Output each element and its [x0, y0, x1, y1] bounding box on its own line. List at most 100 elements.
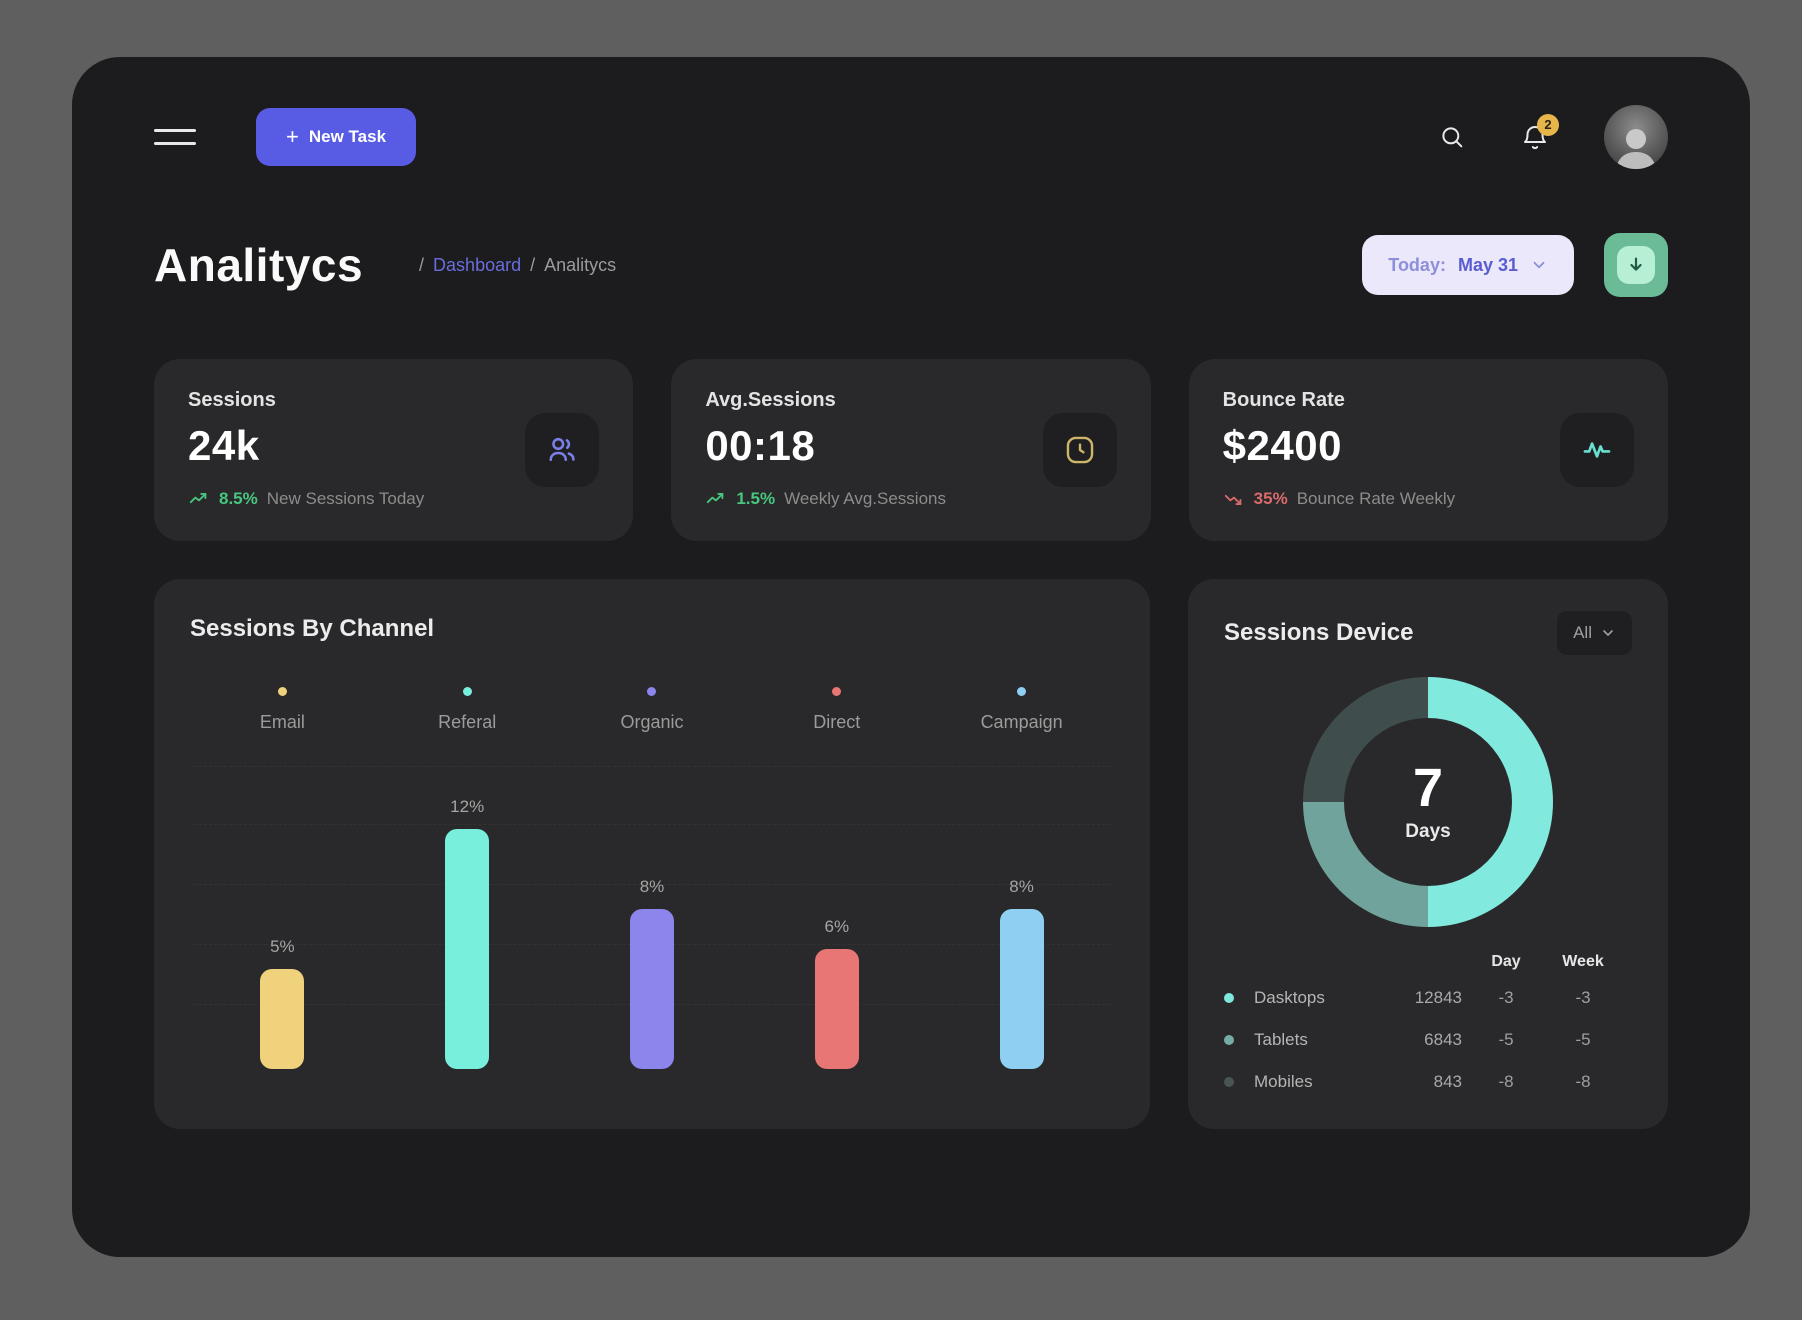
donut-center: 7 Days [1344, 718, 1512, 886]
page-title: Analitycs [154, 239, 364, 291]
page-header: Analitycs / Dashboard / Analitycs Today:… [154, 233, 1668, 297]
breadcrumb-current: Analitycs [544, 254, 617, 275]
stat-note: Weekly Avg.Sessions [784, 489, 946, 508]
device-table: Day Week Dasktops 12843 -3 -3 Tablets 6843 -5 -… [1224, 947, 1632, 1103]
search-icon[interactable] [1438, 123, 1466, 151]
device-filter-dropdown[interactable]: All [1557, 611, 1632, 655]
donut-center-label: Days [1405, 821, 1451, 842]
clock-icon [1042, 413, 1117, 487]
device-name: Tablets [1254, 1030, 1308, 1049]
device-sessions-value: 843 [1433, 1072, 1462, 1091]
dashboard-window: + New Task 2 Analitycs / Dashboard / Ana… [72, 57, 1750, 1257]
device-day-change: -5 [1498, 1030, 1514, 1049]
legend-dot-email [277, 687, 287, 696]
stat-footer: 35% Bounce Rate Weekly [1223, 488, 1634, 510]
stat-percent: 8.5% [219, 489, 258, 508]
bar-zone: 6% [814, 739, 859, 1069]
device-table-header-day: Day [1491, 953, 1521, 970]
top-right-actions: 2 [1438, 105, 1668, 169]
device-table-row-tablets: Tablets 6843 -5 -5 [1224, 1019, 1632, 1061]
stat-card-avg-sessions: Avg.Sessions 00:18 1.5% Weekly Avg.Sessions [671, 359, 1151, 541]
device-donut-chart: 7 Days [1303, 677, 1553, 927]
bar-value-label: 12% [450, 797, 485, 816]
bar-value-label: 8% [1009, 877, 1034, 896]
stat-footer: 8.5% New Sessions Today [188, 488, 599, 510]
legend-label-referal[interactable]: Referal [438, 712, 497, 732]
stats-row: Sessions 24k 8.5% New Sessions Today Avg.Ses… [154, 359, 1668, 541]
legend-dot-organic [647, 687, 657, 696]
device-name: Mobiles [1254, 1072, 1313, 1091]
trend-up-icon [705, 488, 727, 510]
bar-column-email: Email 5% [190, 687, 375, 1069]
device-dot [1224, 1035, 1234, 1045]
stat-card-sessions: Sessions 24k 8.5% New Sessions Today [154, 359, 634, 541]
device-week-change: -3 [1575, 988, 1591, 1007]
date-filter-value: May 31 [1457, 254, 1518, 275]
download-button[interactable] [1604, 233, 1668, 297]
legend-label-organic[interactable]: Organic [620, 712, 684, 732]
sessions-by-channel-panel: Sessions By Channel Email 5% Referal 12% Org… [154, 579, 1150, 1129]
legend-label-direct[interactable]: Direct [813, 712, 861, 732]
breadcrumb: / Dashboard / Analitycs [419, 255, 616, 276]
notification-badge: 2 [1537, 114, 1559, 136]
bar-value-label: 8% [639, 877, 665, 896]
notification-bell-icon[interactable]: 2 [1520, 114, 1559, 152]
trend-up-icon [188, 488, 210, 510]
sessions-device-panel: Sessions Device All 7 Days Day Week [1188, 579, 1668, 1129]
device-day-change: -3 [1498, 988, 1514, 1007]
legend-label-campaign[interactable]: Campaign [980, 712, 1063, 732]
stat-value: 00:18 [705, 422, 816, 469]
bar-zone: 8% [629, 739, 674, 1069]
stat-label: Sessions [188, 389, 276, 411]
bar-direct [814, 949, 859, 1069]
pulse-icon [1559, 413, 1634, 487]
users-icon [525, 413, 600, 487]
bar-column-direct: Direct 6% [744, 687, 929, 1069]
bar-campaign [999, 909, 1044, 1069]
device-sessions-value: 6843 [1424, 1030, 1462, 1049]
menu-icon[interactable] [154, 129, 196, 145]
bar-zone: 12% [445, 739, 490, 1069]
legend-label-email[interactable]: Email [259, 712, 305, 732]
legend-dot-direct [832, 687, 842, 696]
device-table-header-week: Week [1562, 953, 1604, 970]
donut-center-value: 7 [1412, 758, 1444, 818]
device-name: Dasktops [1254, 988, 1325, 1007]
device-week-change: -8 [1575, 1072, 1591, 1091]
device-panel-header: Sessions Device All [1224, 611, 1632, 655]
bar-zone: 8% [999, 739, 1044, 1069]
stat-footer: 1.5% Weekly Avg.Sessions [705, 488, 1116, 510]
date-filter-button[interactable]: Today: May 31 [1362, 235, 1574, 295]
stat-percent: 1.5% [736, 489, 776, 508]
chevron-down-icon [1603, 630, 1613, 636]
bar-email [260, 969, 305, 1069]
device-table-row-dasktops: Dasktops 12843 -3 -3 [1224, 977, 1632, 1019]
device-day-change: -8 [1498, 1072, 1514, 1091]
device-panel-title: Sessions Device [1224, 619, 1414, 646]
stat-note: Bounce Rate Weekly [1296, 489, 1456, 508]
bar-column-organic: Organic 8% [560, 687, 745, 1069]
bar-chart: Email 5% Referal 12% Organic 8% Direct 6% Campai… [190, 687, 1114, 1069]
device-table-header: Day Week [1224, 947, 1632, 977]
bar-referal [445, 829, 490, 1069]
plus-icon: + [286, 124, 299, 149]
stat-card-bounce-rate: Bounce Rate $2400 35% Bounce Rate Weekly [1188, 359, 1668, 541]
breadcrumb-link-dashboard[interactable]: Dashboard [433, 254, 522, 275]
bar-column-campaign: Campaign 8% [929, 687, 1114, 1069]
top-bar: + New Task 2 [154, 105, 1668, 169]
main-row: Sessions By Channel Email 5% Referal 12% Org… [154, 579, 1668, 1129]
device-week-change: -5 [1575, 1030, 1591, 1049]
new-task-label: New Task [308, 127, 387, 146]
stat-value: $2400 [1222, 422, 1342, 469]
stat-value: 24k [188, 422, 260, 469]
date-filter-prefix: Today: [1388, 254, 1446, 275]
breadcrumb-separator: / [530, 254, 536, 275]
avatar[interactable] [1604, 105, 1668, 169]
new-task-button[interactable]: + New Task [256, 108, 417, 166]
breadcrumb-separator: / [419, 254, 425, 275]
channel-panel-title: Sessions By Channel [190, 615, 435, 642]
bar-zone: 5% [260, 739, 305, 1069]
download-icon [1617, 246, 1655, 284]
bar-value-label: 5% [270, 937, 295, 956]
device-dot [1224, 993, 1234, 1003]
